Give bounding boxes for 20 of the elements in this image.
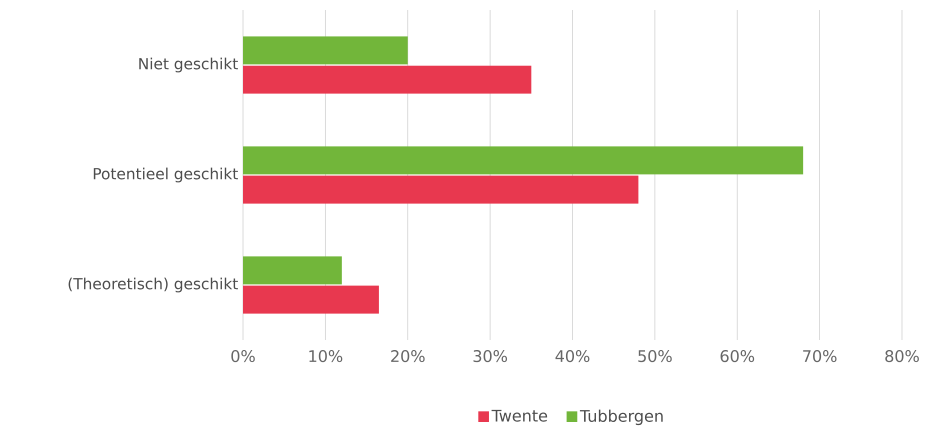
- y-tick-label: Niet geschikt: [139, 58, 238, 72]
- x-tick-label: 40%: [555, 350, 590, 362]
- bar: [243, 286, 379, 314]
- bar: [243, 66, 532, 94]
- bar: [243, 36, 408, 64]
- x-tick-label: 30%: [474, 350, 508, 362]
- x-tick-label: 50%: [638, 350, 672, 362]
- x-tick-label: 60%: [720, 350, 754, 362]
- x-tick-label: 80%: [885, 350, 919, 362]
- x-tick-label: 0%: [231, 350, 255, 362]
- x-tick-label: 20%: [391, 350, 425, 362]
- y-tick-label: Potentieel geschikt: [94, 168, 238, 182]
- bar: [243, 256, 342, 284]
- legend-label: Twente: [492, 410, 548, 422]
- bar: [243, 146, 804, 174]
- y-tick-label: (Theoretisch) geschikt: [68, 278, 238, 292]
- x-tick-label: 70%: [803, 350, 837, 362]
- legend-label: Tubbergen: [580, 410, 663, 426]
- x-tick-label: 10%: [309, 350, 342, 362]
- bar: [243, 176, 638, 204]
